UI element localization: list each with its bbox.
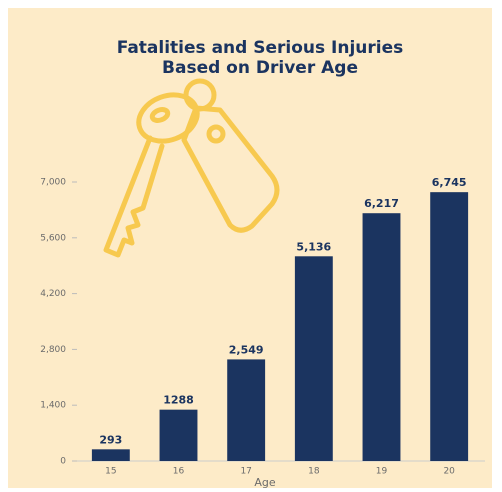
bar (362, 213, 401, 461)
x-tick-label: 17 (240, 467, 251, 477)
y-tick-label: 7,000 (40, 178, 66, 188)
y-tick-label: 0 (60, 457, 66, 467)
bar (91, 449, 130, 461)
keys-icon (103, 78, 280, 258)
chart-title: Based on Driver Age (162, 58, 358, 78)
x-tick-label: 19 (376, 467, 388, 477)
y-tick-label: 4,200 (40, 289, 66, 299)
value-label: 5,136 (296, 240, 331, 253)
bar (430, 192, 469, 461)
value-label: 6,217 (364, 197, 399, 210)
value-label: 6,745 (432, 176, 467, 189)
y-tick-label: 5,600 (40, 233, 66, 243)
y-tick-label: 1,400 (40, 401, 66, 411)
bar (294, 256, 333, 461)
y-tick-label: 2,800 (40, 345, 66, 355)
bar (227, 359, 266, 461)
chart-title: Fatalities and Serious Injuries (117, 38, 404, 58)
value-label: 293 (99, 433, 122, 446)
bar (159, 409, 198, 461)
x-tick-label: 15 (105, 467, 116, 477)
x-tick-label: 18 (308, 467, 320, 477)
x-axis-label: Age (254, 476, 276, 489)
x-tick-label: 16 (173, 467, 185, 477)
value-label: 1288 (163, 394, 194, 407)
x-tick-label: 20 (443, 467, 455, 477)
value-label: 2,549 (229, 343, 264, 356)
